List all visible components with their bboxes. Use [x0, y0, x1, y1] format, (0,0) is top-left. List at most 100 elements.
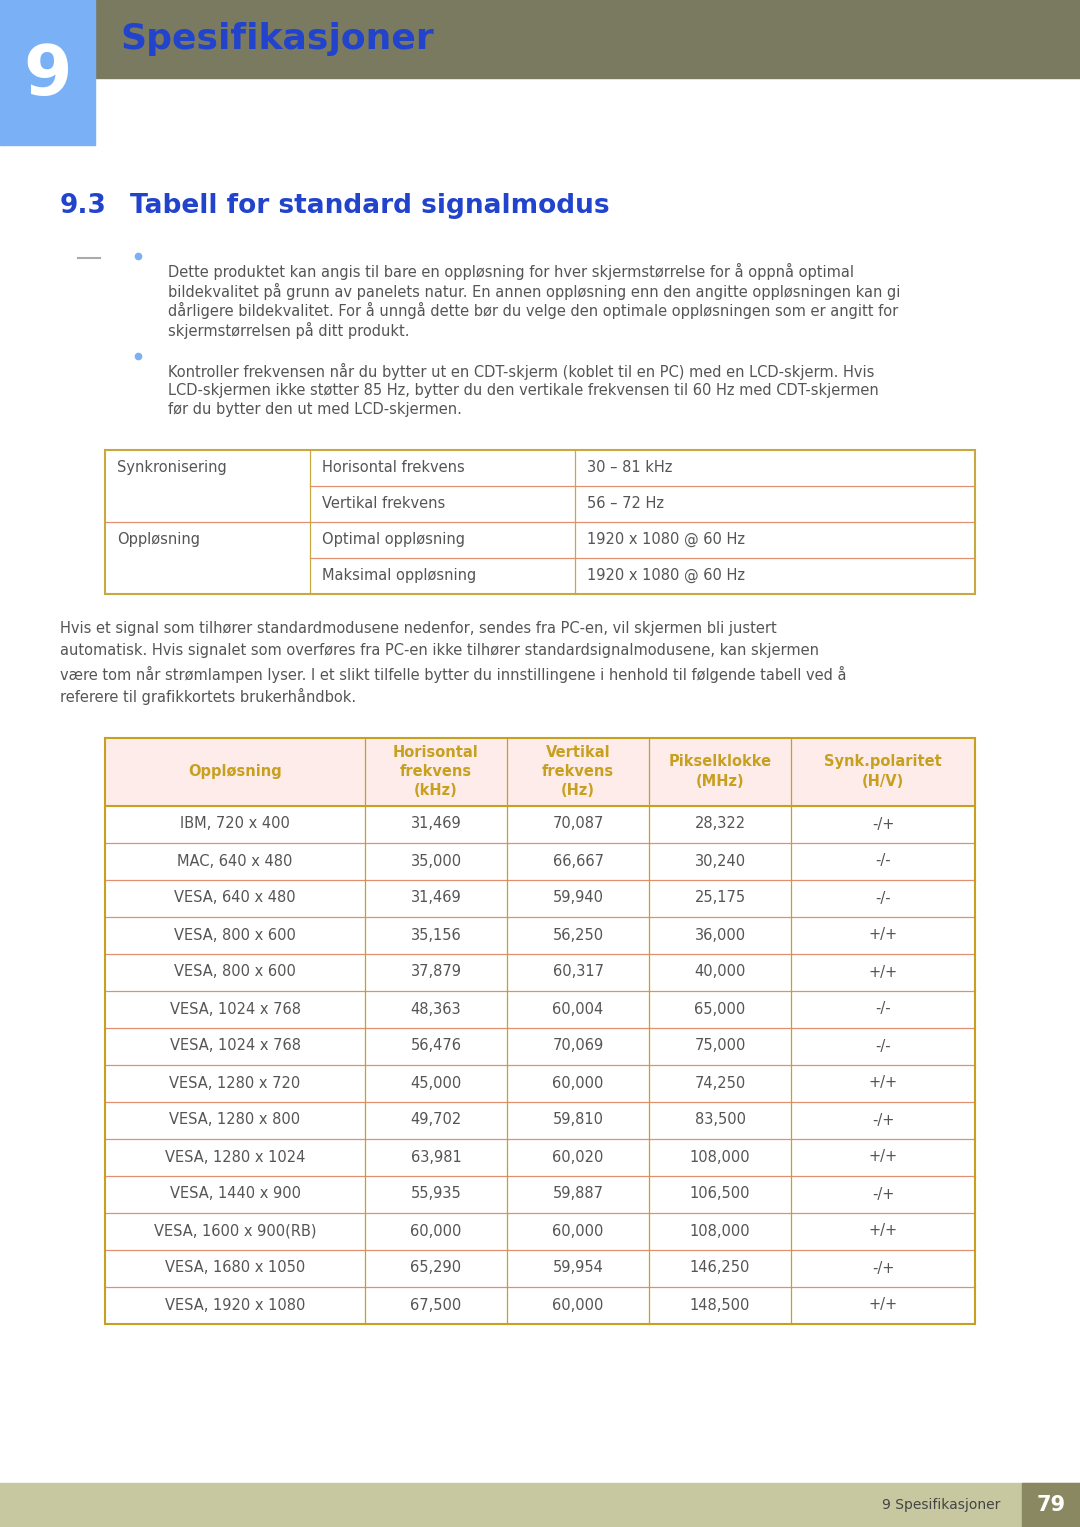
Text: IBM, 720 x 400: IBM, 720 x 400	[180, 817, 289, 832]
Text: 65,000: 65,000	[694, 1002, 745, 1017]
Text: Maksimal oppløsning: Maksimal oppløsning	[322, 568, 476, 583]
Text: VESA, 1600 x 900(RB): VESA, 1600 x 900(RB)	[153, 1223, 316, 1238]
Text: -/-: -/-	[875, 1038, 891, 1054]
Text: 59,940: 59,940	[553, 890, 604, 906]
Text: 31,469: 31,469	[410, 890, 461, 906]
Text: LCD-skjermen ikke støtter 85 Hz, bytter du den vertikale frekvensen til 60 Hz me: LCD-skjermen ikke støtter 85 Hz, bytter …	[168, 382, 879, 397]
Text: Synkronisering: Synkronisering	[117, 460, 227, 475]
Text: VESA, 1024 x 768: VESA, 1024 x 768	[170, 1002, 300, 1017]
Text: VESA, 800 x 600: VESA, 800 x 600	[174, 965, 296, 979]
Text: +/+: +/+	[868, 1075, 897, 1090]
Text: Horisontal
frekvens
(kHz): Horisontal frekvens (kHz)	[393, 745, 478, 799]
Text: 60,000: 60,000	[552, 1075, 604, 1090]
Text: 74,250: 74,250	[694, 1075, 745, 1090]
Text: -/-: -/-	[875, 854, 891, 869]
Text: dårligere bildekvalitet. For å unngå dette bør du velge den optimale oppløsninge: dårligere bildekvalitet. For å unngå det…	[168, 302, 899, 319]
Text: bildekvalitet på grunn av panelets natur. En annen oppløsning enn den angitte op: bildekvalitet på grunn av panelets natur…	[168, 282, 901, 299]
Text: +/+: +/+	[868, 1223, 897, 1238]
Text: +/+: +/+	[868, 965, 897, 979]
Text: 108,000: 108,000	[690, 1223, 751, 1238]
Text: 1920 x 1080 @ 60 Hz: 1920 x 1080 @ 60 Hz	[588, 568, 745, 583]
Text: 60,000: 60,000	[410, 1223, 461, 1238]
Text: 9.3: 9.3	[60, 192, 107, 218]
Text: -/-: -/-	[875, 1002, 891, 1017]
Text: automatisk. Hvis signalet som overføres fra PC-en ikke tilhører standardsignalmo: automatisk. Hvis signalet som overføres …	[60, 643, 819, 658]
Text: Oppløsning: Oppløsning	[117, 531, 200, 547]
Text: 9: 9	[24, 41, 71, 108]
Text: -/+: -/+	[872, 1113, 894, 1127]
Text: Vertikal frekvens: Vertikal frekvens	[322, 496, 445, 512]
Text: 83,500: 83,500	[694, 1113, 745, 1127]
Text: 49,702: 49,702	[410, 1113, 461, 1127]
Text: 106,500: 106,500	[690, 1186, 751, 1202]
Text: 67,500: 67,500	[410, 1298, 461, 1313]
Text: 70,087: 70,087	[552, 817, 604, 832]
Text: 36,000: 36,000	[694, 927, 745, 942]
Text: 56,250: 56,250	[553, 927, 604, 942]
Text: +/+: +/+	[868, 1150, 897, 1165]
Text: 70,069: 70,069	[552, 1038, 604, 1054]
Text: 35,000: 35,000	[410, 854, 461, 869]
Text: VESA, 1280 x 720: VESA, 1280 x 720	[170, 1075, 300, 1090]
Text: -/+: -/+	[872, 1260, 894, 1275]
Text: MAC, 640 x 480: MAC, 640 x 480	[177, 854, 293, 869]
Text: 60,317: 60,317	[553, 965, 604, 979]
Text: 56,476: 56,476	[410, 1038, 461, 1054]
Text: 30 – 81 kHz: 30 – 81 kHz	[588, 460, 673, 475]
Text: 65,290: 65,290	[410, 1260, 461, 1275]
Text: Dette produktet kan angis til bare en oppløsning for hver skjermstørrelse for å : Dette produktet kan angis til bare en op…	[168, 263, 854, 279]
Text: -/-: -/-	[875, 890, 891, 906]
Text: 60,000: 60,000	[552, 1223, 604, 1238]
Text: 1920 x 1080 @ 60 Hz: 1920 x 1080 @ 60 Hz	[588, 531, 745, 547]
Text: Hvis et signal som tilhører standardmodusene nedenfor, sendes fra PC-en, vil skj: Hvis et signal som tilhører standardmodu…	[60, 621, 777, 637]
Text: 60,004: 60,004	[552, 1002, 604, 1017]
Text: 40,000: 40,000	[694, 965, 745, 979]
Text: 25,175: 25,175	[694, 890, 745, 906]
Text: 60,020: 60,020	[552, 1150, 604, 1165]
Text: Synk.polaritet
(H/V): Synk.polaritet (H/V)	[824, 754, 942, 788]
Text: -/+: -/+	[872, 817, 894, 832]
Text: Vertikal
frekvens
(Hz): Vertikal frekvens (Hz)	[542, 745, 615, 799]
Text: +/+: +/+	[868, 1298, 897, 1313]
Text: 59,810: 59,810	[553, 1113, 604, 1127]
Text: 30,240: 30,240	[694, 854, 745, 869]
Text: Oppløsning: Oppløsning	[188, 764, 282, 779]
Text: Kontroller frekvensen når du bytter ut en CDT-skjerm (koblet til en PC) med en L: Kontroller frekvensen når du bytter ut e…	[168, 363, 875, 380]
Bar	[105, 738, 975, 1324]
Text: 63,981: 63,981	[410, 1150, 461, 1165]
Text: VESA, 1680 x 1050: VESA, 1680 x 1050	[165, 1260, 306, 1275]
Text: 66,667: 66,667	[553, 854, 604, 869]
Text: 79: 79	[1037, 1495, 1066, 1515]
Text: VESA, 1440 x 900: VESA, 1440 x 900	[170, 1186, 300, 1202]
Text: VESA, 1920 x 1080: VESA, 1920 x 1080	[165, 1298, 306, 1313]
Text: Horisontal frekvens: Horisontal frekvens	[322, 460, 464, 475]
Text: 56 – 72 Hz: 56 – 72 Hz	[588, 496, 664, 512]
Text: 108,000: 108,000	[690, 1150, 751, 1165]
Text: 75,000: 75,000	[694, 1038, 745, 1054]
Text: 148,500: 148,500	[690, 1298, 751, 1313]
Text: VESA, 1024 x 768: VESA, 1024 x 768	[170, 1038, 300, 1054]
Text: VESA, 640 x 480: VESA, 640 x 480	[174, 890, 296, 906]
Text: før du bytter den ut med LCD-skjermen.: før du bytter den ut med LCD-skjermen.	[168, 402, 462, 417]
Text: Spesifikasjoner: Spesifikasjoner	[120, 21, 434, 56]
Text: 55,935: 55,935	[410, 1186, 461, 1202]
Bar	[0, 0, 1080, 78]
Text: 37,879: 37,879	[410, 965, 461, 979]
Text: VESA, 1280 x 800: VESA, 1280 x 800	[170, 1113, 300, 1127]
Text: 31,469: 31,469	[410, 817, 461, 832]
Bar	[105, 449, 975, 594]
Text: VESA, 800 x 600: VESA, 800 x 600	[174, 927, 296, 942]
Text: Optimal oppløsning: Optimal oppløsning	[322, 531, 465, 547]
Text: 35,156: 35,156	[410, 927, 461, 942]
Text: Tabell for standard signalmodus: Tabell for standard signalmodus	[130, 192, 609, 218]
Text: 146,250: 146,250	[690, 1260, 751, 1275]
Text: 59,887: 59,887	[553, 1186, 604, 1202]
Bar	[0, 0, 95, 145]
Text: 28,322: 28,322	[694, 817, 745, 832]
Text: 48,363: 48,363	[410, 1002, 461, 1017]
Text: 59,954: 59,954	[553, 1260, 604, 1275]
Text: 9 Spesifikasjoner: 9 Spesifikasjoner	[881, 1498, 1000, 1512]
Text: referere til grafikkortets brukerhåndbok.: referere til grafikkortets brukerhåndbok…	[60, 687, 356, 704]
Bar	[0, 1483, 1080, 1527]
Bar	[105, 738, 975, 806]
